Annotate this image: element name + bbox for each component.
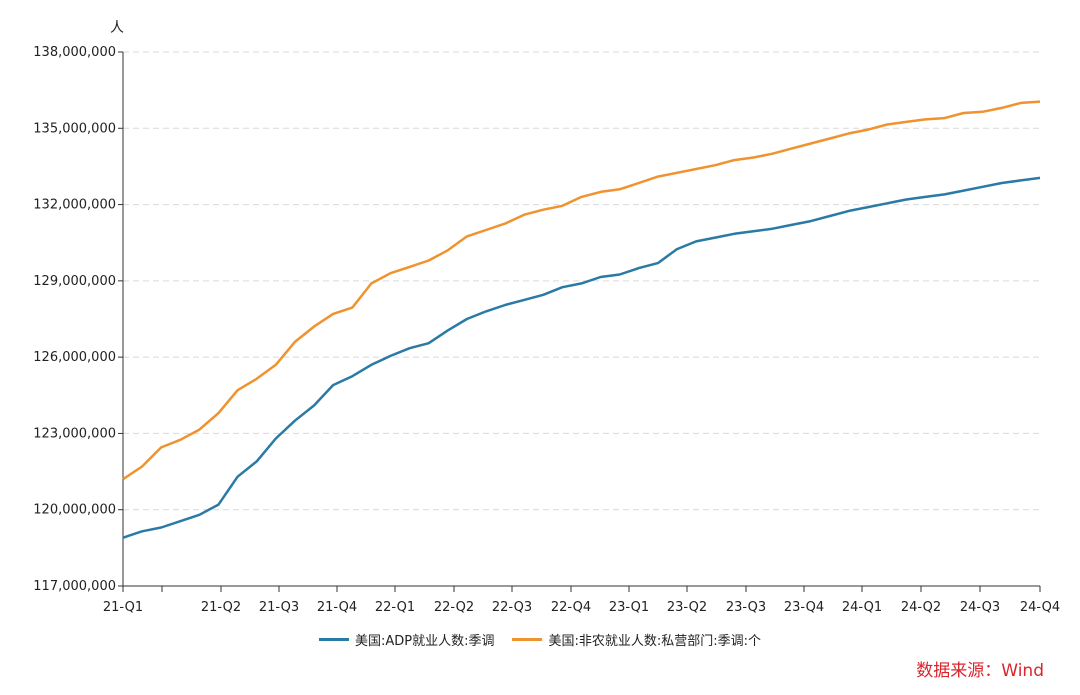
- y-tick-label: 126,000,000: [33, 350, 116, 365]
- x-tick-label: 24-Q3: [960, 600, 1000, 615]
- x-tick-label: 21-Q1: [103, 600, 143, 615]
- x-tick-label: 22-Q1: [375, 600, 415, 615]
- x-tick-label: 24-Q1: [842, 600, 882, 615]
- x-tick-label: 23-Q1: [609, 600, 649, 615]
- x-tick-label: 24-Q2: [901, 600, 941, 615]
- series-line-nonfarm: [122, 100, 1041, 481]
- x-tick-label: 23-Q3: [726, 600, 766, 615]
- x-tick-label: 23-Q2: [667, 600, 707, 615]
- y-axis-unit: 人: [110, 20, 124, 36]
- y-tick-label: 138,000,000: [33, 45, 116, 60]
- y-tick-label: 132,000,000: [33, 198, 116, 213]
- x-tick-label: 24-Q4: [1020, 600, 1060, 615]
- x-tick-label: 21-Q4: [317, 600, 357, 615]
- x-tick-label: 21-Q2: [201, 600, 241, 615]
- y-tick-label: 123,000,000: [33, 426, 116, 441]
- y-tick-label: 129,000,000: [33, 274, 116, 289]
- y-tick-label: 135,000,000: [33, 121, 116, 136]
- legend-label-adp: 美国:ADP就业人数:季调: [354, 634, 495, 649]
- y-tick-label: 117,000,000: [33, 579, 116, 594]
- series-lines: [122, 100, 1041, 539]
- x-tick-label: 22-Q2: [434, 600, 474, 615]
- legend-swatch-nonfarm: [512, 638, 543, 641]
- grid-lines: [123, 51, 1040, 511]
- series-line-adp: [122, 176, 1041, 539]
- x-tick-label: 22-Q4: [551, 600, 591, 615]
- legend-item-adp[interactable]: 美国:ADP就业人数:季调: [318, 630, 495, 649]
- y-tick-label: 120,000,000: [33, 503, 116, 518]
- legend-item-nonfarm[interactable]: 美国:非农就业人数:私营部门:季调:个: [512, 630, 761, 649]
- legend-swatch-adp: [318, 638, 349, 641]
- line-chart: 人 117,000,000 120,000,000 123,000,000 126,00…: [33, 20, 1060, 615]
- x-tick-label: 22-Q3: [492, 600, 532, 615]
- legend: 美国:ADP就业人数:季调 美国:非农就业人数:私营部门:季调:个: [0, 630, 1080, 649]
- legend-label-nonfarm: 美国:非农就业人数:私营部门:季调:个: [548, 634, 762, 649]
- x-tick-label: 23-Q4: [784, 600, 824, 615]
- source-note: 数据来源：Wind: [916, 661, 1044, 681]
- x-tick-label: 21-Q3: [259, 600, 299, 615]
- axes: 人 117,000,000 120,000,000 123,000,000 126,00…: [33, 20, 1060, 615]
